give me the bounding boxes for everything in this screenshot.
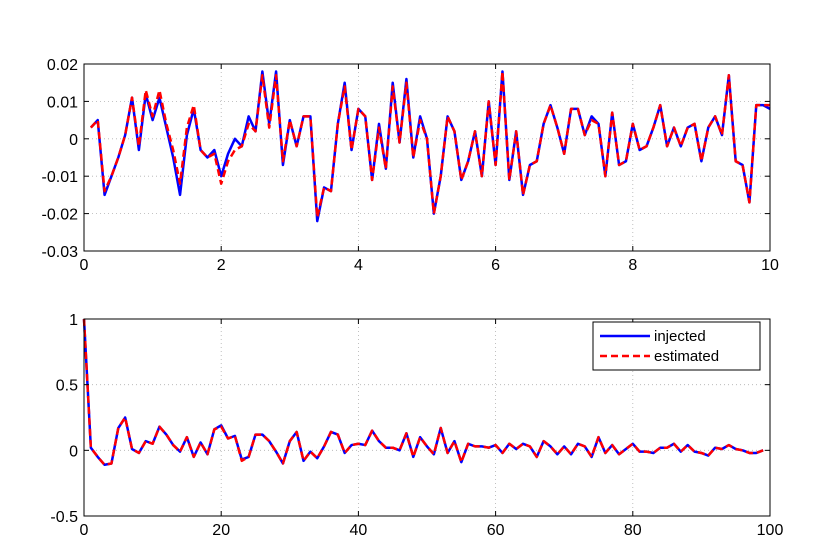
top-ytick-label: 0.01 <box>47 94 78 111</box>
top-plot-frame <box>83 63 771 252</box>
top-plot-series <box>89 70 771 223</box>
bottom-ytick-label: 0.5 <box>56 378 78 395</box>
top-ytick-label: -0.01 <box>42 169 79 186</box>
bottom-plot-frame <box>83 318 771 517</box>
top-xtick-label: 0 <box>80 257 89 274</box>
bottom-xtick-label: 80 <box>624 522 642 539</box>
top-xtick-label: 2 <box>217 257 226 274</box>
bottom-ytick-label: 0 <box>69 443 78 460</box>
bottom-ytick-label: 1 <box>69 312 78 329</box>
bottom-ytick-label: -0.5 <box>50 509 78 526</box>
bottom-series-estimated-line <box>82 318 764 467</box>
top-ytick-label: -0.03 <box>42 244 79 261</box>
top-ytick-label: -0.02 <box>42 207 79 224</box>
top-xtick-label: 4 <box>354 257 363 274</box>
top-plot-ticks: 0 2 4 6 8 10 -0.03 -0.02 -0.01 0 0.01 0.02 <box>42 57 779 274</box>
top-plot: 0 2 4 6 8 10 -0.03 -0.02 -0.01 0 0.01 0.02 <box>42 57 779 274</box>
bottom-xtick-label: 100 <box>757 522 784 539</box>
bottom-xtick-label: 20 <box>212 522 230 539</box>
legend-label-estimated: estimated <box>654 348 719 365</box>
top-xtick-label: 10 <box>761 257 779 274</box>
bottom-xtick-label: 0 <box>80 522 89 539</box>
top-ytick-label: 0 <box>69 132 78 149</box>
bottom-plot-series <box>82 318 764 467</box>
bottom-plot-ticks: 0 20 40 60 80 100-0.500.51 <box>50 312 783 539</box>
bottom-xtick-label: 40 <box>350 522 368 539</box>
legend-box <box>592 321 761 371</box>
top-xtick-label: 8 <box>628 257 637 274</box>
bottom-xtick-label: 60 <box>487 522 505 539</box>
legend: injected estimated <box>592 321 761 371</box>
legend-label-injected: injected <box>654 328 706 345</box>
top-xtick-label: 6 <box>491 257 500 274</box>
top-ytick-label: 0.02 <box>47 57 78 74</box>
bottom-plot: 0 20 40 60 80 100-0.500.51 injected estimated <box>50 312 783 539</box>
top-series-estimated-line <box>89 70 770 219</box>
